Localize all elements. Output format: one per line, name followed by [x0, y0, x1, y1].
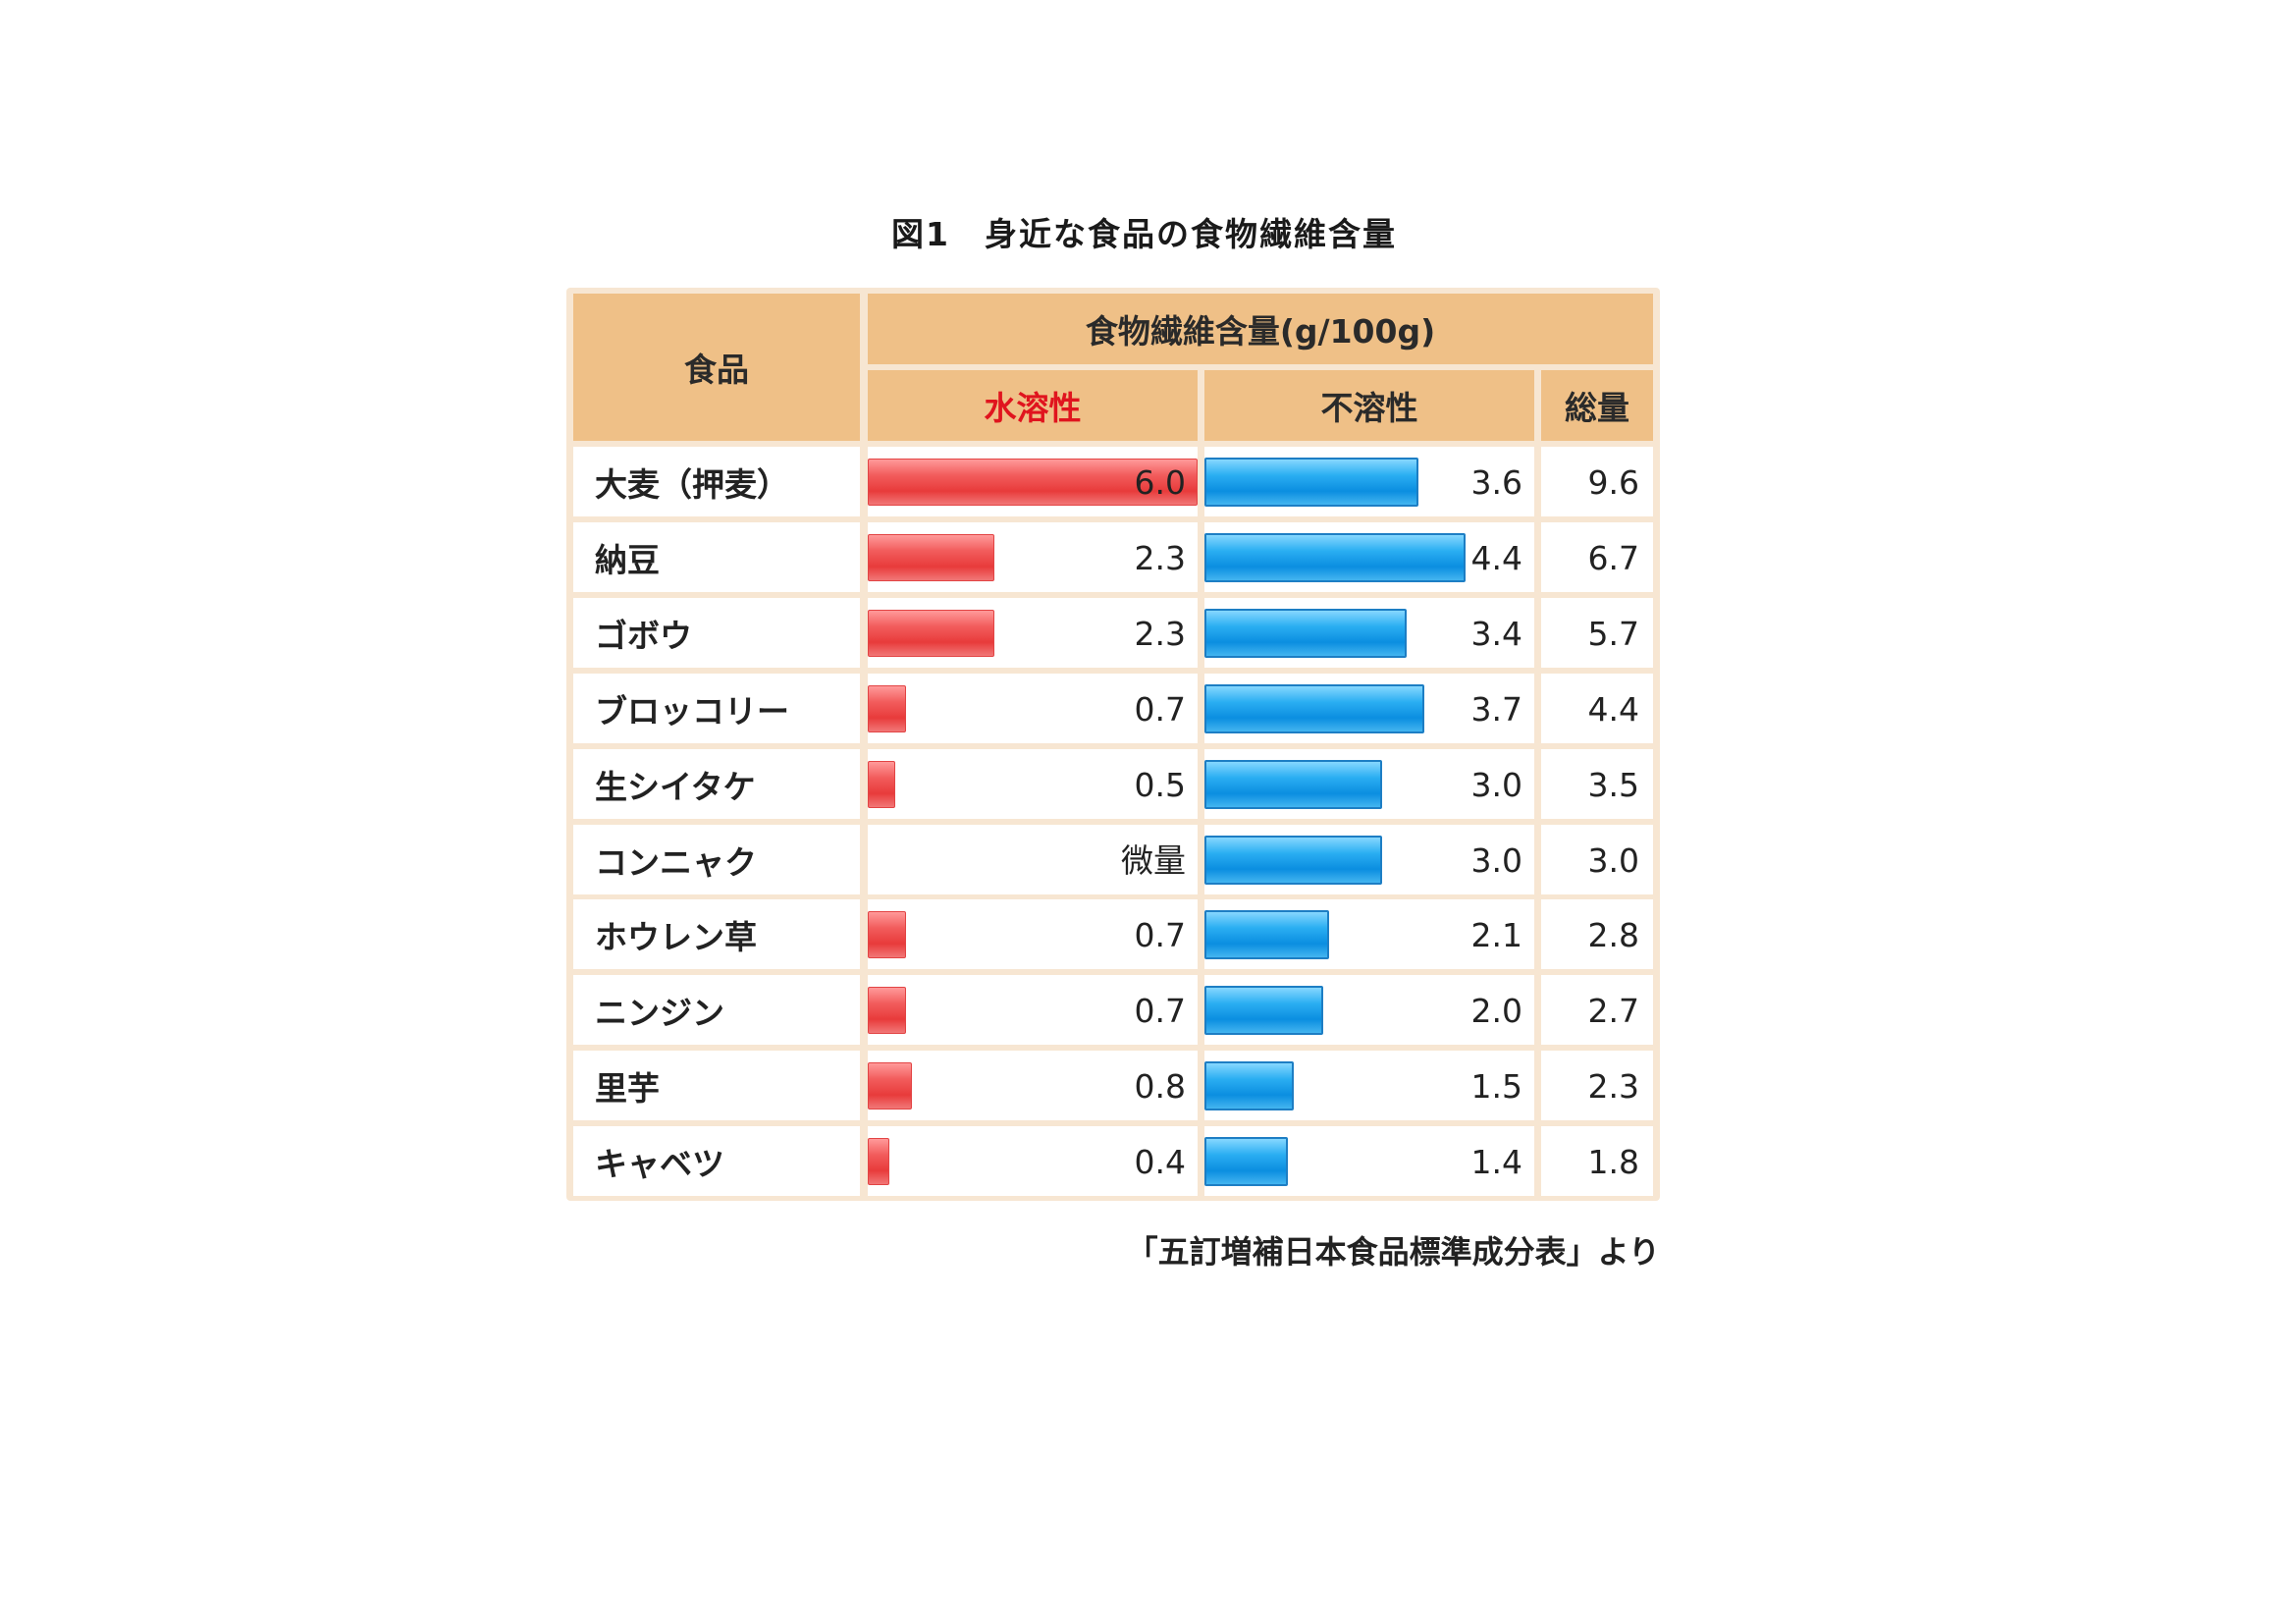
soluble-cell: 0.7 — [868, 899, 1198, 969]
total-cell: 6.7 — [1541, 522, 1653, 592]
source-note: 「五訂増補日本食品標準成分表」より — [1126, 1233, 1660, 1271]
insoluble-value-label: 3.4 — [1470, 615, 1522, 653]
total-cell: 3.5 — [1541, 749, 1653, 819]
insoluble-cell: 1.4 — [1204, 1126, 1534, 1196]
soluble-value-label: 2.3 — [1134, 539, 1186, 577]
insoluble-cell: 3.0 — [1204, 749, 1534, 819]
food-name-cell: ブロッコリー — [573, 674, 860, 743]
insoluble-cell: 2.1 — [1204, 899, 1534, 969]
header-total: 総量 — [1541, 370, 1653, 441]
insoluble-value-label: 3.7 — [1470, 690, 1522, 729]
insoluble-bar — [1204, 1137, 1288, 1186]
insoluble-cell: 3.6 — [1204, 447, 1534, 516]
food-name-cell: キャベツ — [573, 1126, 860, 1196]
soluble-cell: 微量 — [868, 825, 1198, 894]
total-cell: 2.8 — [1541, 899, 1653, 969]
soluble-bar — [868, 1138, 889, 1185]
header-food: 食品 — [573, 294, 860, 441]
soluble-cell: 2.3 — [868, 522, 1198, 592]
insoluble-bar — [1204, 609, 1407, 658]
soluble-value-label: 微量 — [1121, 841, 1186, 880]
insoluble-bar — [1204, 836, 1382, 885]
soluble-value-label: 0.7 — [1134, 916, 1186, 954]
total-cell: 3.0 — [1541, 825, 1653, 894]
total-cell: 9.6 — [1541, 447, 1653, 516]
insoluble-bar — [1204, 910, 1329, 959]
total-value-label: 2.7 — [1587, 992, 1639, 1030]
total-value-label: 3.0 — [1587, 841, 1639, 880]
food-name-cell: ニンジン — [573, 975, 860, 1045]
total-value-label: 4.4 — [1587, 690, 1639, 729]
total-value-label: 3.5 — [1587, 766, 1639, 804]
insoluble-bar — [1204, 760, 1382, 809]
soluble-cell: 0.8 — [868, 1051, 1198, 1120]
total-value-label: 5.7 — [1587, 615, 1639, 653]
soluble-value-label: 6.0 — [1134, 463, 1186, 502]
total-value-label: 6.7 — [1587, 539, 1639, 577]
soluble-cell: 6.0 — [868, 447, 1198, 516]
soluble-cell: 0.7 — [868, 674, 1198, 743]
soluble-value-label: 2.3 — [1134, 615, 1186, 653]
insoluble-bar — [1204, 533, 1466, 582]
figure-title: 図1 身近な食品の食物繊維含量 — [0, 208, 2296, 255]
food-name-cell: 生シイタケ — [573, 749, 860, 819]
total-cell: 2.3 — [1541, 1051, 1653, 1120]
soluble-bar — [868, 685, 906, 732]
fiber-table: 食品 食物繊維含量(g/100g) 水溶性 不溶性 総量 大麦（押麦） 6.0 3.… — [566, 288, 1660, 1201]
soluble-cell: 0.7 — [868, 975, 1198, 1045]
header-soluble: 水溶性 — [868, 370, 1198, 441]
soluble-value-label: 0.8 — [1134, 1067, 1186, 1106]
insoluble-cell: 3.4 — [1204, 598, 1534, 668]
insoluble-cell: 3.0 — [1204, 825, 1534, 894]
insoluble-cell: 4.4 — [1204, 522, 1534, 592]
insoluble-value-label: 1.4 — [1470, 1143, 1522, 1181]
total-cell: 4.4 — [1541, 674, 1653, 743]
food-name-cell: 大麦（押麦） — [573, 447, 860, 516]
soluble-cell: 2.3 — [868, 598, 1198, 668]
food-name-cell: 納豆 — [573, 522, 860, 592]
insoluble-cell: 1.5 — [1204, 1051, 1534, 1120]
insoluble-value-label: 2.0 — [1470, 992, 1522, 1030]
soluble-value-label: 0.5 — [1134, 766, 1186, 804]
insoluble-value-label: 3.0 — [1470, 766, 1522, 804]
insoluble-cell: 2.0 — [1204, 975, 1534, 1045]
insoluble-value-label: 3.6 — [1470, 463, 1522, 502]
insoluble-cell: 3.7 — [1204, 674, 1534, 743]
insoluble-bar — [1204, 458, 1418, 507]
insoluble-bar — [1204, 986, 1323, 1035]
total-value-label: 2.3 — [1587, 1067, 1639, 1106]
soluble-bar — [868, 534, 994, 581]
total-value-label: 1.8 — [1587, 1143, 1639, 1181]
insoluble-bar — [1204, 684, 1424, 733]
insoluble-value-label: 1.5 — [1470, 1067, 1522, 1106]
soluble-cell: 0.4 — [868, 1126, 1198, 1196]
insoluble-value-label: 3.0 — [1470, 841, 1522, 880]
insoluble-bar — [1204, 1061, 1294, 1110]
food-name-cell: 里芋 — [573, 1051, 860, 1120]
total-cell: 5.7 — [1541, 598, 1653, 668]
soluble-bar — [868, 911, 906, 958]
soluble-bar — [868, 459, 1198, 506]
soluble-value-label: 0.7 — [1134, 992, 1186, 1030]
total-value-label: 9.6 — [1587, 463, 1639, 502]
food-name-cell: ホウレン草 — [573, 899, 860, 969]
food-name-cell: コンニャク — [573, 825, 860, 894]
soluble-bar — [868, 1062, 912, 1110]
soluble-value-label: 0.7 — [1134, 690, 1186, 729]
soluble-bar — [868, 761, 895, 808]
total-cell: 2.7 — [1541, 975, 1653, 1045]
food-name-cell: ゴボウ — [573, 598, 860, 668]
soluble-bar — [868, 610, 994, 657]
insoluble-value-label: 2.1 — [1470, 916, 1522, 954]
total-cell: 1.8 — [1541, 1126, 1653, 1196]
header-insoluble: 不溶性 — [1204, 370, 1534, 441]
soluble-cell: 0.5 — [868, 749, 1198, 819]
insoluble-value-label: 4.4 — [1470, 539, 1522, 577]
total-value-label: 2.8 — [1587, 916, 1639, 954]
header-fiber-content: 食物繊維含量(g/100g) — [868, 294, 1653, 364]
figure-title-text: 図1 身近な食品の食物繊維含量 — [891, 215, 1397, 253]
soluble-value-label: 0.4 — [1134, 1143, 1186, 1181]
soluble-bar — [868, 987, 906, 1034]
